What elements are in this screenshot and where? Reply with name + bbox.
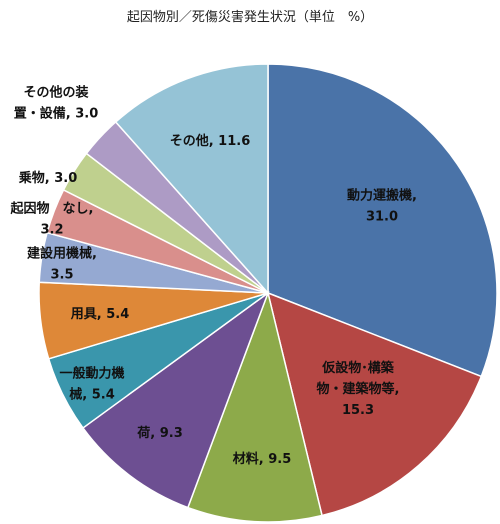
slice-label: その他の装置・設備, 3.0 bbox=[14, 85, 99, 122]
slice-label: 起因物 なし, 3.2 bbox=[10, 201, 94, 238]
slice-label: 動力運搬機, 31.0 bbox=[347, 188, 417, 225]
slice-labels: 動力運搬機, 31.0 仮設物･構築物・建築物等, 15.3 材料, 9.5 荷, 9.3… bbox=[10, 85, 417, 468]
pie-slice bbox=[81, 290, 270, 509]
slice-label: 建設用機械, 3.5 bbox=[27, 246, 97, 283]
slice-label: 荷, 9.3 bbox=[136, 425, 183, 441]
slice-label: その他, 11.6 bbox=[170, 133, 251, 149]
slice-label: 用具, 5.4 bbox=[70, 307, 130, 322]
pie-slice bbox=[186, 290, 323, 523]
pie-slice bbox=[267, 63, 498, 378]
pie-slices bbox=[38, 63, 498, 523]
pie-slice bbox=[114, 63, 269, 295]
slice-label: 一般動力機械, 5.4 bbox=[59, 366, 124, 403]
chart-title: 起因物別／死傷災害発生状況（単位 %） bbox=[126, 10, 374, 25]
slice-label: 乗物, 3.0 bbox=[18, 170, 78, 186]
slice-label: 仮設物･構築物・建築物等, 15.3 bbox=[317, 360, 400, 418]
pie-slice bbox=[266, 291, 483, 517]
slice-label: 材料, 9.5 bbox=[233, 451, 292, 467]
